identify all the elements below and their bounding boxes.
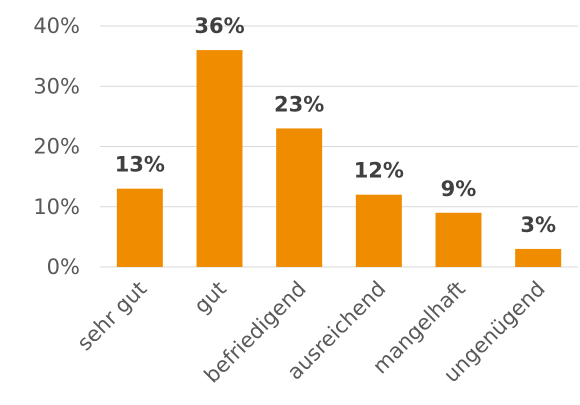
data-label: 36% (194, 14, 244, 38)
bar (515, 248, 562, 267)
bar (116, 188, 163, 267)
gridlines (100, 25, 578, 268)
y-tick-label: 20% (33, 135, 80, 159)
category-label: gut (189, 277, 231, 319)
y-tick-label: 0% (47, 255, 80, 279)
bar (435, 212, 482, 267)
x-axis-categories: sehr gut gutbefriedigendausreichendmangel… (73, 277, 550, 388)
category-label: sehr gut (73, 277, 152, 356)
data-label: 13% (115, 153, 165, 177)
y-tick-label: 40% (33, 14, 80, 38)
data-labels: 13% 36% 23% 12% 9% 3% (115, 14, 556, 237)
y-tick-label: 30% (33, 74, 80, 98)
data-label: 23% (274, 92, 324, 116)
bars (116, 50, 562, 267)
y-tick-label: 10% (33, 195, 80, 219)
data-label: 3% (520, 213, 556, 237)
bar (355, 194, 402, 267)
data-label: 9% (441, 177, 477, 201)
data-label: 12% (354, 159, 404, 183)
bar (196, 50, 243, 267)
bar (276, 128, 323, 267)
y-axis-ticks: 0% 10% 20% 30% 40% (33, 14, 80, 279)
